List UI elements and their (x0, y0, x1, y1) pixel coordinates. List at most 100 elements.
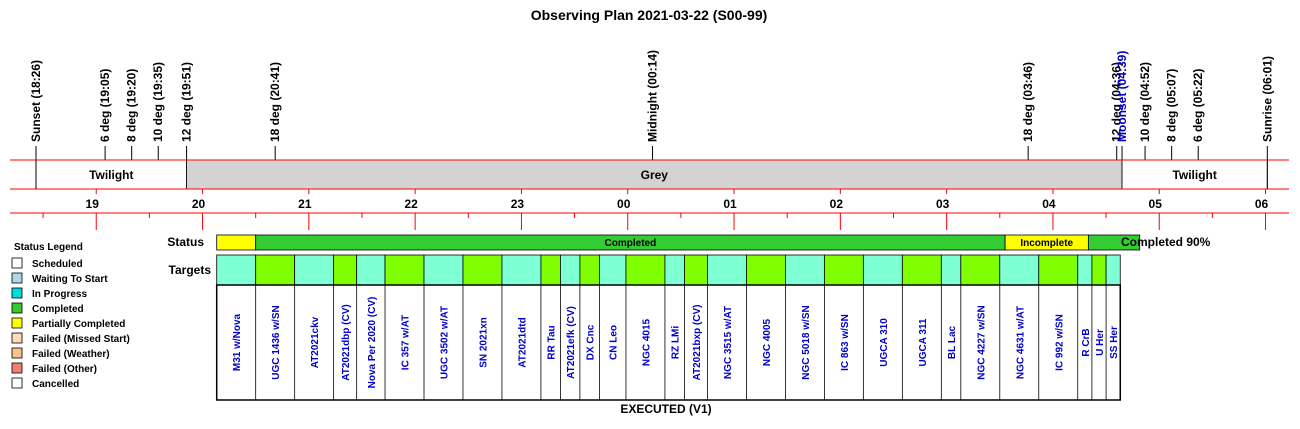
target-name-ngc-4005: NGC 4005 (762, 318, 773, 366)
hour-label-01: 01 (723, 197, 737, 211)
legend-label-cancelled: Cancelled (32, 379, 79, 390)
hour-label-20: 20 (192, 197, 206, 211)
event-label-10-deg-19-35: 10 deg (19:35) (151, 62, 165, 142)
sky-band-twilight-2 (1121, 159, 1268, 190)
target-name-ngc-4227-w-sn: NGC 4227 w/SN (976, 305, 987, 379)
target-block-r-crb (1077, 254, 1093, 286)
hour-label-05: 05 (1149, 197, 1163, 211)
hour-label-22: 22 (404, 197, 418, 211)
event-markers: Sunset (18:26) 6 deg (19:05) 8 deg (19:20)… (29, 50, 1274, 160)
targets-row-label: Targets (169, 263, 212, 277)
target-names-frame (215, 284, 1122, 401)
target-name-dx-cnc: DX Cnc (586, 324, 597, 360)
target-name-at2021dtd: AT2021dtd (517, 317, 528, 367)
legend-label-completed: Completed (32, 304, 84, 315)
event-label-sunrise-06-01: Sunrise (06:01) (1260, 56, 1274, 142)
legend-swatch-failed-weather (11, 347, 23, 359)
event-label-8-deg-19-20: 8 deg (19:20) (125, 69, 139, 142)
legend-swatch-waiting-to-start (11, 272, 23, 284)
hour-label-19: 19 (86, 197, 100, 211)
status-segment-3 (1087, 234, 1141, 251)
status-legend: Status Legend Scheduled Waiting To Start I… (11, 242, 130, 390)
target-name-ic-992-w-sn: IC 992 w/SN (1054, 314, 1065, 371)
hour-label-03: 03 (936, 197, 950, 211)
target-name-ngc-4631-w-at: NGC 4631 w/AT (1015, 306, 1026, 379)
target-name-at2021bxp-cv: AT2021bxp (CV) (692, 305, 703, 381)
hour-axis: 19 20 21 22 23 00 01 02 03 04 05 06 (10, 189, 1289, 230)
target-name-u-her: U Her (1095, 329, 1106, 356)
legend-swatch-completed (11, 302, 23, 314)
hour-label-06: 06 (1255, 197, 1269, 211)
target-name-at2021ckv: AT2021ckv (310, 316, 321, 368)
status-summary: Completed 90% (1121, 235, 1211, 249)
event-label-sunset-18-26: Sunset (18:26) (29, 60, 43, 142)
legend-label-failed-missed-start: Failed (Missed Start) (32, 334, 130, 345)
target-block-ngc-4227-w-sn (960, 254, 1001, 286)
target-block-at2021dtd (501, 254, 542, 286)
target-block-ngc-5018-w-sn (785, 254, 825, 286)
target-name-r-crb: R CrB (1081, 328, 1092, 356)
legend-swatch-partially-completed (11, 317, 23, 329)
sky-band-label-twilight: Twilight (89, 168, 133, 182)
legend-label-failed-other: Failed (Other) (32, 364, 97, 375)
event-label-12-deg-19-51: 12 deg (19:51) (180, 62, 194, 142)
target-block-at2021dbp-cv (333, 254, 358, 286)
target-name-ugca-311: UGCA 311 (918, 318, 929, 366)
target-block-ugca-310 (862, 254, 903, 286)
target-block-rr-tau (540, 254, 561, 286)
target-block-at2021ckv (294, 254, 335, 286)
hour-label-04: 04 (1042, 197, 1056, 211)
target-block-ugca-311 (901, 254, 942, 286)
target-name-rz-lmi: RZ LMi (671, 326, 682, 360)
target-name-nova-per-2020-cv: Nova Per 2020 (CV) (367, 297, 378, 389)
status-segment-label-incomplete: Incomplete (1020, 238, 1073, 249)
target-block-sn-2021xn (462, 254, 503, 286)
target-name-ugca-310: UGCA 310 (879, 318, 890, 367)
target-block-ngc-4631-w-at (999, 254, 1040, 286)
target-block-cn-leo (598, 254, 627, 286)
status-row-label: Status (167, 235, 204, 249)
event-label-midnight-00-14: Midnight (00:14) (646, 50, 660, 142)
target-block-dx-cnc (579, 254, 600, 286)
target-name-bl-lac: BL Lac (947, 325, 958, 359)
target-block-ugc-1436-w-sn (255, 254, 296, 286)
target-name-ugc-1436-w-sn: UGC 1436 w/SN (271, 305, 282, 379)
target-name-at2021dbp-cv: AT2021dbp (CV) (341, 304, 352, 381)
target-block-ngc-3515-w-at (707, 254, 747, 286)
event-label-moonset-04-39: Moonset (04:39) (1115, 51, 1129, 142)
target-block-bl-lac (940, 254, 962, 286)
target-name-rr-tau: RR Tau (547, 325, 558, 359)
status-segment-label-completed: Completed (605, 238, 657, 249)
target-name-m31-w-nova: M31 w/Nova (232, 313, 243, 371)
target-name-ngc-4015: NGC 4015 (641, 318, 652, 366)
target-block-ic-992-w-sn (1038, 254, 1079, 286)
legend-label-failed-weather: Failed (Weather) (32, 349, 110, 360)
target-block-at2021bxp-cv (684, 254, 708, 286)
legend-swatch-cancelled (11, 377, 23, 389)
legend-swatch-failed-missed-start (11, 332, 23, 344)
target-name-cn-leo: CN Leo (609, 325, 620, 360)
target-name-ngc-5018-w-sn: NGC 5018 w/SN (801, 305, 812, 379)
target-block-m31-w-nova (216, 254, 257, 286)
legend-label-partially-completed: Partially Completed (32, 319, 125, 330)
target-name-ss-her: SS Her (1109, 326, 1120, 359)
target-block-nova-per-2020-cv (356, 254, 386, 286)
target-name-ngc-3515-w-at: NGC 3515 w/AT (723, 306, 734, 379)
event-label-8-deg-05-07: 8 deg (05:07) (1165, 69, 1179, 142)
legend-title: Status Legend (14, 242, 83, 253)
status-row: Completed Incomplete (216, 234, 1141, 251)
targets-row: M31 w/Nova UGC 1436 w/SN AT2021ckv AT2021db… (215, 254, 1122, 401)
target-block-ic-863-w-sn (823, 254, 864, 286)
hour-label-23: 23 (511, 197, 525, 211)
event-label-10-deg-04-52: 10 deg (04:52) (1138, 62, 1152, 142)
target-name-ic-863-w-sn: IC 863 w/SN (840, 314, 851, 371)
event-label-6-deg-19-05: 6 deg (19:05) (98, 69, 112, 142)
legend-label-waiting-to-start: Waiting To Start (32, 274, 108, 285)
target-block-at2021efk-cv (560, 254, 581, 286)
sky-band-label-grey: Grey (641, 168, 669, 182)
target-block-ugc-3502-w-at (423, 254, 464, 286)
event-label-18-deg-03-46: 18 deg (03:46) (1021, 62, 1035, 142)
hour-label-00: 00 (617, 197, 631, 211)
target-block-rz-lmi (664, 254, 685, 286)
event-label-18-deg-20-41: 18 deg (20:41) (268, 62, 282, 142)
